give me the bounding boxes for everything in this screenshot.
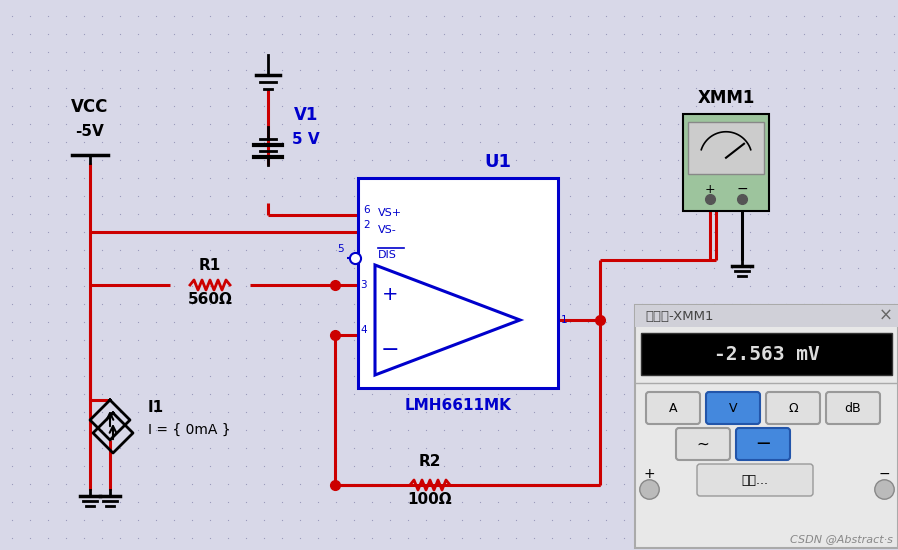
- Text: V: V: [729, 402, 737, 415]
- Text: R2: R2: [418, 454, 441, 470]
- Text: −: −: [381, 340, 400, 360]
- Text: A: A: [669, 402, 677, 415]
- FancyBboxPatch shape: [646, 392, 700, 424]
- Text: LMH6611MK: LMH6611MK: [405, 398, 512, 412]
- FancyBboxPatch shape: [706, 392, 760, 424]
- Text: +: +: [643, 467, 655, 481]
- Text: XMM1: XMM1: [698, 89, 754, 107]
- Bar: [635, 305, 898, 327]
- Text: V1: V1: [294, 106, 318, 124]
- Text: 5 V: 5 V: [292, 133, 320, 147]
- Text: 4: 4: [360, 325, 366, 335]
- Text: 1: 1: [561, 315, 568, 325]
- Text: U1: U1: [485, 153, 512, 171]
- Text: ~: ~: [697, 437, 709, 452]
- Text: 5: 5: [338, 244, 344, 254]
- Text: I1: I1: [148, 400, 164, 415]
- Text: 3: 3: [360, 280, 366, 290]
- Text: R1: R1: [198, 257, 221, 272]
- Text: 2: 2: [363, 220, 370, 230]
- Text: 560Ω: 560Ω: [188, 293, 233, 307]
- Text: VCC: VCC: [71, 98, 109, 116]
- FancyBboxPatch shape: [688, 122, 764, 174]
- Text: Ω: Ω: [788, 402, 797, 415]
- Text: +: +: [382, 285, 398, 305]
- FancyBboxPatch shape: [683, 114, 769, 211]
- FancyBboxPatch shape: [676, 428, 730, 460]
- FancyBboxPatch shape: [736, 428, 790, 460]
- Text: 万用表-XMM1: 万用表-XMM1: [645, 310, 714, 322]
- Text: +: +: [705, 183, 716, 196]
- Text: 设置...: 设置...: [742, 474, 769, 487]
- Text: -2.563 mV: -2.563 mV: [714, 344, 819, 364]
- FancyBboxPatch shape: [766, 392, 820, 424]
- Text: VS-: VS-: [378, 225, 397, 235]
- Bar: [641, 333, 892, 375]
- Text: ×: ×: [879, 307, 893, 325]
- Text: -5V: -5V: [75, 124, 104, 140]
- Text: VS+: VS+: [378, 208, 402, 218]
- Text: DIS: DIS: [378, 250, 397, 260]
- FancyBboxPatch shape: [358, 178, 558, 388]
- Text: CSDN @Abstract·s: CSDN @Abstract·s: [790, 534, 893, 544]
- Bar: [635, 305, 898, 548]
- Text: dB: dB: [845, 402, 861, 415]
- Text: −: −: [736, 182, 748, 196]
- FancyBboxPatch shape: [697, 464, 813, 496]
- FancyBboxPatch shape: [826, 392, 880, 424]
- Text: I = { 0mA }: I = { 0mA }: [148, 423, 231, 437]
- Text: 6: 6: [363, 205, 370, 215]
- Text: 100Ω: 100Ω: [408, 492, 453, 508]
- Text: ─: ─: [757, 434, 769, 454]
- Text: −: −: [878, 467, 890, 481]
